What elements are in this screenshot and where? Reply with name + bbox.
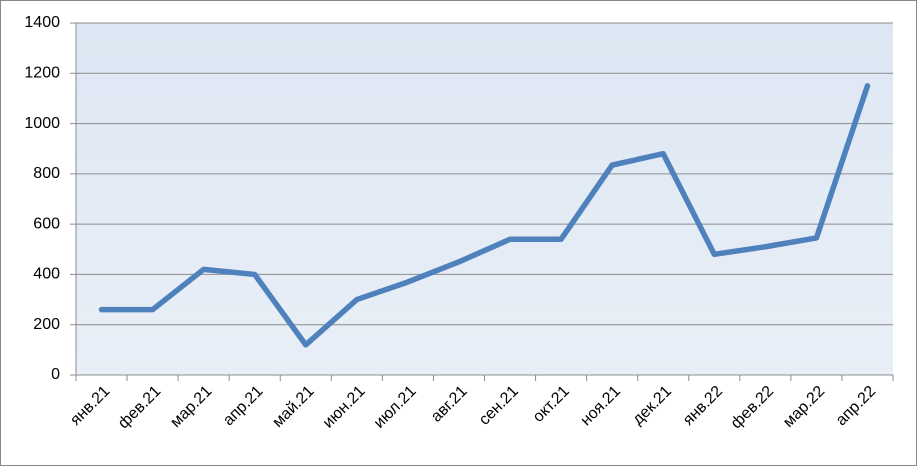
y-tick-label: 0 <box>51 366 60 383</box>
data-line <box>98 83 871 348</box>
y-tick-label: 1200 <box>24 65 60 82</box>
y-tick-label: 600 <box>33 215 60 232</box>
y-tick-label: 1000 <box>24 115 60 132</box>
y-tick-label: 400 <box>33 266 60 283</box>
y-tick-label: 200 <box>33 316 60 333</box>
y-tick-label: 800 <box>33 165 60 182</box>
y-tick-label: 1400 <box>24 14 60 31</box>
plot-area <box>76 23 893 375</box>
